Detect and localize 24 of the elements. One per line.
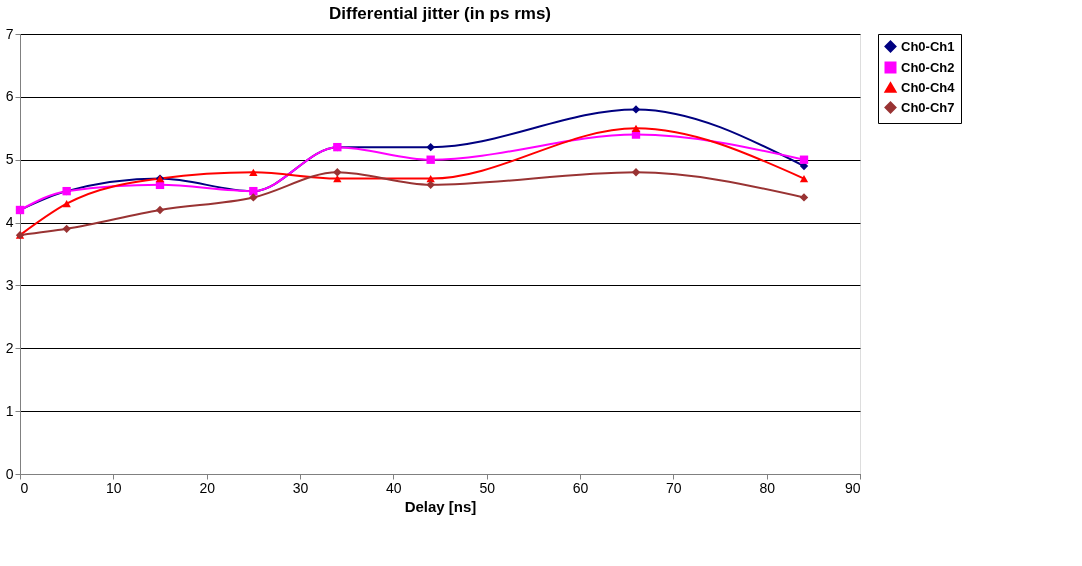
legend-label: Ch0-Ch1 xyxy=(901,38,955,54)
y-tick-label: 0 xyxy=(5,465,14,482)
x-tick-label: 40 xyxy=(386,479,402,496)
x-tick-label: 10 xyxy=(106,479,122,496)
chart-title: Differential jitter (in ps rms) xyxy=(329,4,551,23)
legend-label: Ch0-Ch7 xyxy=(901,99,955,115)
y-tick-label: 4 xyxy=(5,214,14,231)
x-tick-label: 30 xyxy=(292,479,309,496)
x-tick-label: 90 xyxy=(844,479,861,496)
y-tick-label: 2 xyxy=(5,339,14,356)
y-tick-label: 1 xyxy=(5,402,14,419)
x-tick-label: 20 xyxy=(199,479,216,496)
x-tick-label: 80 xyxy=(759,479,776,496)
x-tick-label: 60 xyxy=(572,479,589,496)
x-tick-label: 0 xyxy=(20,479,29,496)
legend-label: Ch0-Ch2 xyxy=(901,59,955,75)
x-tick-label: 70 xyxy=(666,479,682,496)
x-tick-label: 50 xyxy=(479,479,496,496)
y-tick-label: 3 xyxy=(5,276,14,293)
y-tick-label: 5 xyxy=(5,151,14,168)
y-tick-label: 6 xyxy=(5,88,14,105)
legend-label: Ch0-Ch4 xyxy=(901,79,956,95)
y-tick-label: 7 xyxy=(5,25,14,42)
x-axis-title: Delay [ns] xyxy=(404,497,477,515)
